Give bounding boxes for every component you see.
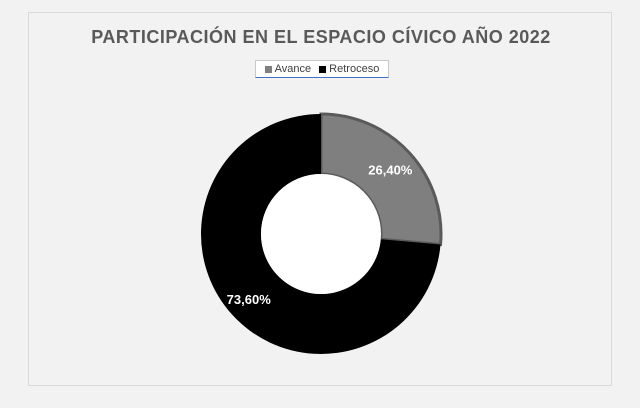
legend-label-retroceso: Retroceso — [329, 63, 380, 75]
legend-item-avance: Avance — [264, 63, 312, 75]
legend-item-retroceso: Retroceso — [319, 63, 379, 75]
chart-title: PARTICIPACIÓN EN EL ESPACIO CÍVICO AÑO 2… — [91, 27, 551, 47]
legend: Avance Retroceso — [255, 60, 389, 78]
slice-retroceso — [201, 114, 441, 354]
data-label-avance: 26,40% — [368, 163, 413, 178]
legend-label-avance: Avance — [274, 63, 312, 75]
data-label-retroceso: 73,60% — [227, 292, 272, 307]
donut-hole — [261, 174, 381, 294]
slices-group — [201, 112, 443, 354]
legend-swatch-avance — [264, 65, 272, 73]
chart-area: PARTICIPACIÓN EN EL ESPACIO CÍVICO AÑO 2… — [28, 12, 612, 386]
legend-swatch-retroceso — [319, 65, 327, 73]
labels-group: 26,40% 73,60% — [227, 163, 413, 308]
donut-chart: 26,40% 73,60% — [201, 112, 443, 354]
